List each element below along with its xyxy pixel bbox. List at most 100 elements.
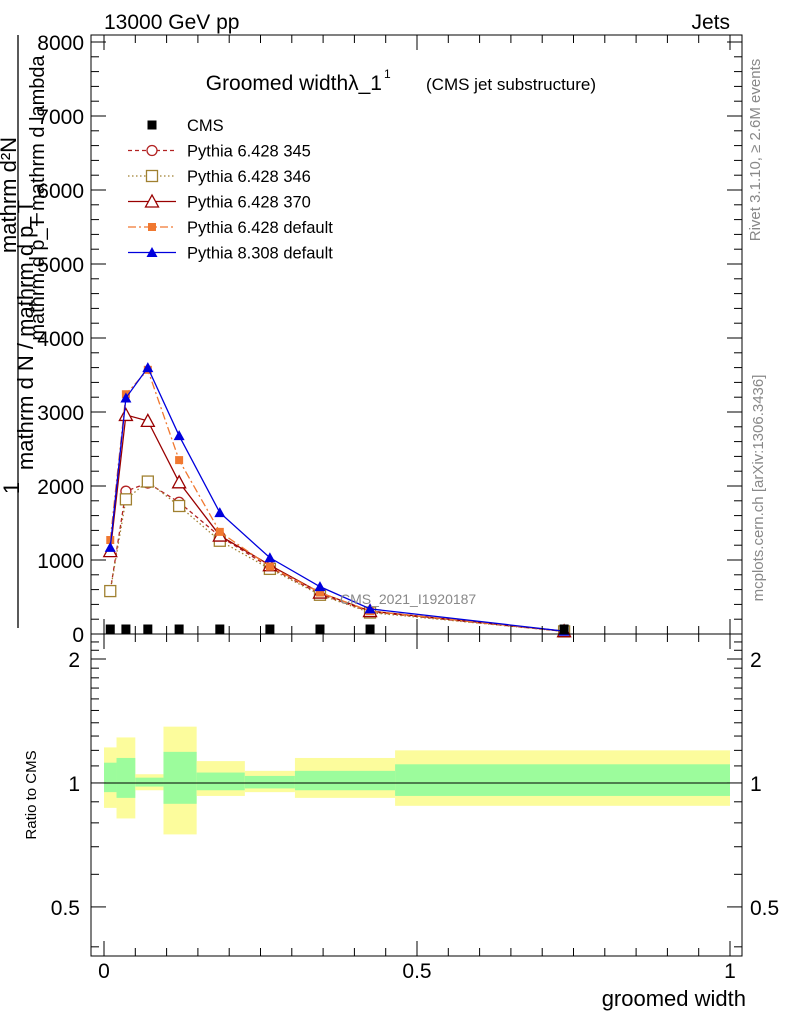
inner-band — [116, 757, 136, 798]
ratio-y-axis-label: Ratio to CMS — [23, 750, 40, 839]
main-axes: 0 1000 2000 3000 4000 5000 6000 7000 8000 — [37, 32, 742, 647]
y-tick-label: 3000 — [37, 402, 84, 425]
data-point — [121, 624, 131, 634]
legend-entry: Pythia 6.428 345 — [128, 143, 311, 161]
series-point — [171, 474, 187, 489]
energy-label: 13000 GeV pp — [104, 11, 239, 34]
data-point — [265, 624, 275, 634]
legend-label: Pythia 6.428 346 — [187, 168, 311, 186]
mcplots-label: mcplots.cern.ch [arXiv:1306.3436] — [750, 375, 767, 602]
ratio-y-tick-label: 2 — [68, 649, 80, 672]
y-tick-label: 5000 — [37, 254, 84, 277]
y-tick-label: 4000 — [37, 328, 84, 351]
series-point — [104, 541, 116, 552]
inner-band — [395, 764, 730, 796]
data-point — [315, 624, 325, 634]
series-line — [109, 414, 565, 632]
x-axis-label: groomed width — [602, 986, 746, 1011]
series-line — [109, 482, 565, 633]
y-tick-label: 8000 — [37, 32, 84, 55]
chart-subtitle: (CMS jet substructure) — [426, 75, 596, 94]
data-point — [365, 624, 375, 634]
series-point — [104, 584, 117, 598]
legend-marker — [148, 223, 156, 231]
series-point — [140, 413, 156, 428]
legend-marker — [144, 193, 160, 208]
y-tick-label: 7000 — [37, 106, 84, 129]
legend-marker — [146, 144, 158, 157]
series-point — [265, 562, 274, 571]
series-point — [173, 430, 185, 441]
y-tick-label: 6000 — [37, 180, 84, 203]
series-point — [175, 456, 184, 465]
inner-band — [163, 751, 197, 804]
ratio-y-tick-label: 0.5 — [51, 897, 80, 920]
legend-entry: Pythia 8.308 default — [128, 245, 333, 263]
y-axis-label-numerator-sub: mathrm d p_T mathrm d lambda — [27, 54, 49, 340]
ratio-y-tick-label: 1 — [68, 773, 80, 796]
chart-title: Groomed widthλ_1 — [206, 72, 382, 95]
data-point — [143, 624, 153, 634]
legend: CMS Pythia 6.428 345 Pythia 6.428 346 Pythi… — [128, 117, 333, 263]
data-point — [174, 624, 184, 634]
series-point — [315, 588, 324, 597]
rivet-label: Rivet 3.1.10, ≥ 2.6M events — [747, 59, 764, 242]
y-axis-label-numerator: mathrm d²N — [0, 137, 21, 253]
main-marks — [102, 362, 572, 638]
ratio-y-tick-label-right: 0.5 — [750, 897, 779, 920]
legend-label: Pythia 8.308 default — [187, 245, 333, 263]
inner-band — [196, 772, 245, 791]
ratio-axes: 0.5 0.5 1 1 2 2 0 0.5 1 — [51, 634, 779, 983]
inner-band — [345, 770, 396, 791]
ratio-y-tick-label-right: 2 — [750, 649, 762, 672]
y-tick-label: 0 — [72, 624, 84, 647]
category-label: Jets — [691, 11, 730, 34]
y-tick-label: 2000 — [37, 476, 84, 499]
legend-marker — [145, 169, 159, 183]
x-tick-label: 1 — [724, 960, 736, 983]
chart-title-sup: 1 — [384, 67, 391, 81]
analysis-watermark: CMS_2021_I1920187 — [340, 591, 476, 607]
x-tick-label: 0.5 — [402, 960, 431, 983]
legend-marker — [146, 247, 158, 257]
legend-entry: Pythia 6.428 346 — [128, 168, 311, 186]
y-axis-label-prefix: 1 — [0, 482, 24, 494]
series-3 — [102, 407, 572, 638]
x-tick-label: 0 — [98, 960, 110, 983]
series-point — [214, 507, 226, 518]
series-point — [364, 603, 376, 614]
legend-label: Pythia 6.428 370 — [187, 194, 311, 212]
inner-band — [135, 777, 164, 787]
y-axis-label-denominator: mathrm d N / mathrm d p_T — [13, 200, 38, 470]
series-point — [120, 392, 132, 403]
inner-band — [244, 775, 295, 789]
legend-entry: Pythia 6.428 default — [128, 219, 333, 237]
series-point — [215, 527, 224, 536]
ratio-y-tick-label-right: 1 — [750, 773, 762, 796]
series-point — [172, 499, 186, 513]
legend-entry: CMS — [147, 117, 224, 135]
series-point — [264, 552, 276, 563]
main-panel: 0 1000 2000 3000 4000 5000 6000 7000 8000 mathrm… — [0, 32, 743, 647]
ratio-bands — [104, 726, 730, 835]
series-point — [118, 407, 134, 422]
series-point — [314, 581, 326, 592]
ratio-panel: 0.5 0.5 1 1 2 2 0 0.5 1 Ratio to CMS groomed wid… — [23, 633, 779, 1011]
data-point — [559, 624, 569, 634]
series-point — [141, 475, 154, 488]
legend-label: CMS — [187, 117, 224, 135]
series-point — [106, 536, 115, 545]
data-point — [215, 624, 225, 634]
legend-entry: Pythia 6.428 370 — [128, 194, 311, 212]
inner-band — [104, 762, 117, 793]
y-tick-label: 1000 — [37, 550, 84, 573]
legend-marker — [147, 120, 157, 130]
legend-label: Pythia 6.428 345 — [187, 143, 311, 161]
series-point — [142, 362, 154, 373]
inner-band — [294, 770, 346, 791]
data-point — [105, 624, 115, 634]
series-2 — [104, 475, 571, 638]
legend-label: Pythia 6.428 default — [187, 219, 333, 237]
reference-data — [105, 624, 569, 634]
